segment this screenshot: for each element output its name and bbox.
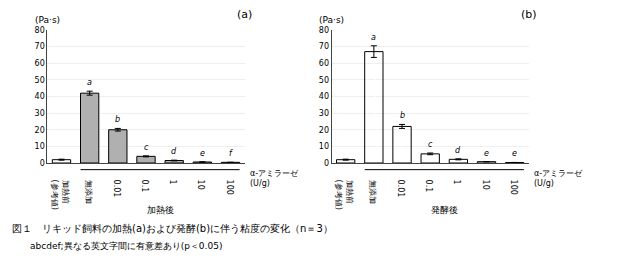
svg-text:加熱後: 加熱後 xyxy=(147,205,174,215)
svg-text:30: 30 xyxy=(35,109,45,118)
svg-text:0.1: 0.1 xyxy=(140,180,149,193)
svg-text:60: 60 xyxy=(319,59,329,68)
svg-text:1: 1 xyxy=(452,180,461,185)
svg-text:10: 10 xyxy=(196,180,205,190)
svg-text:30: 30 xyxy=(319,109,329,118)
svg-text:40: 40 xyxy=(319,92,329,101)
svg-text:0.1: 0.1 xyxy=(424,180,433,193)
svg-text:(Pa·s): (Pa·s) xyxy=(319,15,344,25)
svg-text:1: 1 xyxy=(168,180,177,185)
svg-text:e: e xyxy=(512,149,517,158)
svg-text:0.01: 0.01 xyxy=(396,180,405,198)
svg-text:a: a xyxy=(87,78,92,87)
svg-text:abcdef;異なる英文字間に有意差あり(p＜0.05): abcdef;異なる英文字間に有意差あり(p＜0.05) xyxy=(30,241,222,251)
svg-text:100: 100 xyxy=(225,180,234,195)
svg-text:50: 50 xyxy=(319,76,329,85)
svg-text:d: d xyxy=(455,146,461,155)
svg-text:加熱前(参考値): 加熱前(参考値) xyxy=(334,180,353,210)
svg-text:20: 20 xyxy=(35,126,45,135)
svg-text:10: 10 xyxy=(35,142,45,151)
svg-text:10: 10 xyxy=(481,180,490,190)
svg-text:(a): (a) xyxy=(237,8,252,21)
svg-text:70: 70 xyxy=(35,42,45,51)
svg-text:40: 40 xyxy=(35,92,45,101)
svg-text:10: 10 xyxy=(319,142,329,151)
svg-text:20: 20 xyxy=(319,126,329,135)
svg-text:b: b xyxy=(400,111,405,120)
svg-text:(b): (b) xyxy=(521,8,537,21)
svg-text:80: 80 xyxy=(35,26,45,35)
svg-text:発酵後: 発酵後 xyxy=(431,205,458,215)
svg-text:0: 0 xyxy=(40,159,45,168)
svg-text:0.01: 0.01 xyxy=(112,180,121,198)
svg-text:c: c xyxy=(428,140,433,149)
svg-text:0: 0 xyxy=(324,159,329,168)
svg-text:100: 100 xyxy=(509,180,518,195)
svg-text:加熱前(参考値): 加熱前(参考値) xyxy=(50,180,69,210)
svg-text:無添加: 無添加 xyxy=(84,180,93,204)
svg-text:70: 70 xyxy=(319,42,329,51)
svg-text:c: c xyxy=(144,143,149,152)
svg-text:50: 50 xyxy=(35,76,45,85)
svg-text:図１ リキッド飼料の加熱(a)および発酵(b)に伴う粘度の変: 図１ リキッド飼料の加熱(a)および発酵(b)に伴う粘度の変化（n＝3） xyxy=(12,223,333,234)
svg-text:a: a xyxy=(371,33,376,42)
svg-text:α-アミラーゼ(U/g): α-アミラーゼ(U/g) xyxy=(250,169,299,188)
svg-text:60: 60 xyxy=(35,59,45,68)
svg-text:b: b xyxy=(115,115,120,124)
svg-text:α-アミラーゼ(U/g): α-アミラーゼ(U/g) xyxy=(534,169,583,188)
svg-text:(Pa·s): (Pa·s) xyxy=(35,15,60,25)
svg-text:e: e xyxy=(200,149,205,158)
svg-text:無添加: 無添加 xyxy=(368,180,377,204)
svg-text:80: 80 xyxy=(319,26,329,35)
svg-text:f: f xyxy=(229,149,233,158)
svg-text:e: e xyxy=(484,149,489,158)
svg-text:d: d xyxy=(171,147,177,156)
